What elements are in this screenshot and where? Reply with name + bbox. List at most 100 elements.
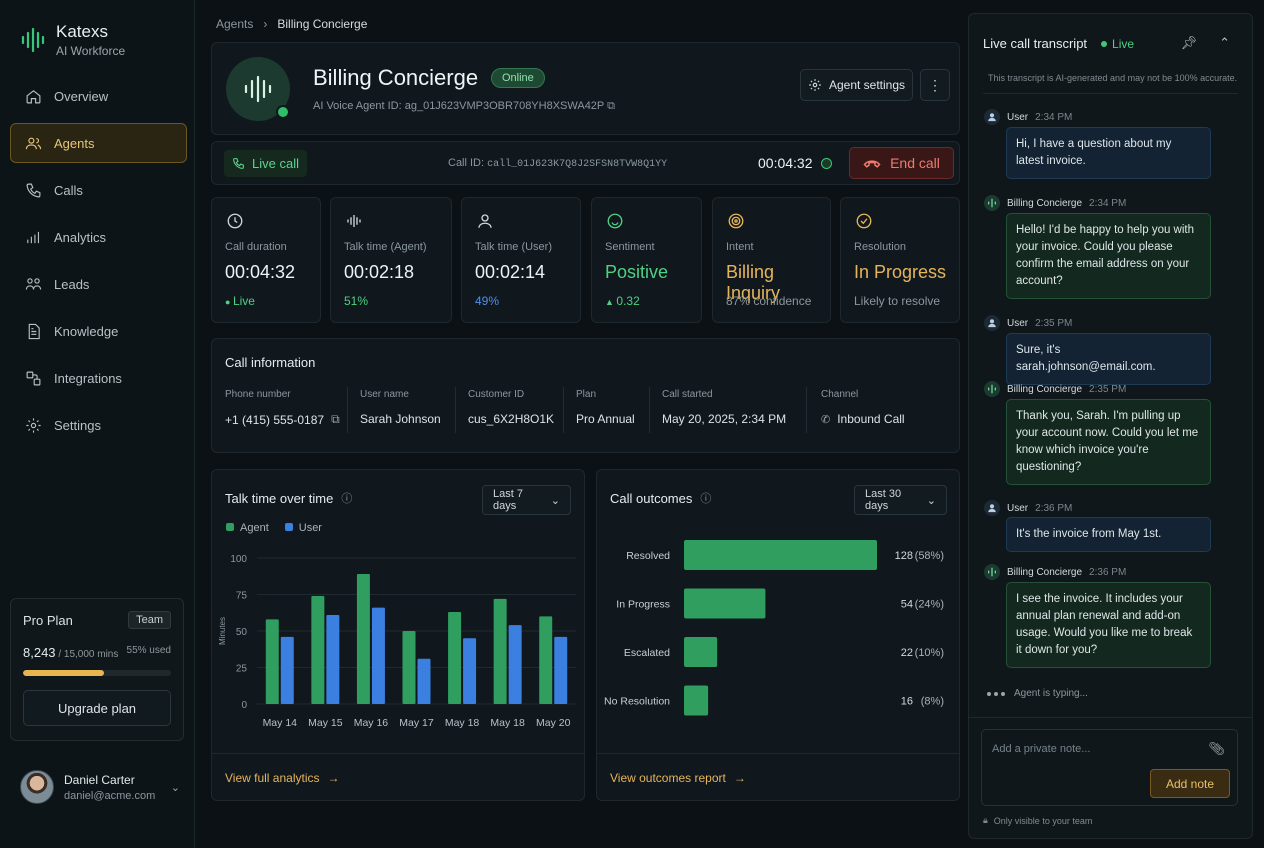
upgrade-plan-button[interactable]: Upgrade plan — [23, 690, 171, 726]
message-header: Billing Concierge 2:36 PM — [984, 564, 1126, 580]
chevron-up-icon[interactable]: ⌃ — [1219, 35, 1230, 50]
divider — [806, 387, 807, 433]
talk-time-title: Talk time over time — [225, 490, 334, 506]
info-field-channel: Channel ✆ Inbound Call — [821, 389, 905, 435]
live-call-label: Live call — [252, 156, 299, 171]
plan-name: Pro Plan — [23, 612, 73, 628]
typing-indicator: Agent is typing... — [987, 688, 1088, 699]
note-visibility-label: Only visible to your team — [993, 815, 1093, 826]
smile-icon — [607, 213, 623, 229]
outcome-percent: (58%) — [915, 550, 944, 562]
live-transcript-panel: Live call transcript Live 📌︎ ⌃ This transc… — [968, 13, 1253, 839]
waveform-logo-icon — [21, 27, 45, 53]
sidebar-item-label: Analytics — [54, 229, 107, 245]
sidebar-item-agents[interactable]: Agents — [10, 123, 187, 163]
outcome-label: Resolved — [626, 550, 670, 562]
lock-icon: 🔒︎ — [983, 815, 988, 825]
bar-agent — [539, 616, 553, 704]
call-timer: 00:04:32 — [758, 155, 813, 171]
talk-range-select[interactable]: Last 7 days ⌄ — [482, 485, 571, 515]
user-menu[interactable]: Daniel Carter daniel@acme.com ⌄ — [20, 770, 180, 804]
call-information-title: Call information — [225, 355, 316, 370]
add-note-button[interactable]: Add note — [1150, 769, 1230, 798]
message-time: 2:35 PM — [1035, 317, 1073, 329]
stat-subtext-value: 87% confidence — [726, 294, 812, 308]
info-icon[interactable]: ⓘ — [341, 493, 353, 505]
outcome-percent: (10%) — [915, 647, 944, 659]
stat-subtext-value: Likely to resolve — [854, 294, 941, 308]
outcomes-range-select[interactable]: Last 30 days ⌄ — [854, 485, 947, 515]
view-outcomes-report-link[interactable]: View outcomes report → — [610, 771, 746, 785]
stat-subtext: ● Live — [225, 294, 255, 308]
view-full-analytics-link[interactable]: View full analytics → — [225, 771, 340, 785]
leads-icon — [25, 277, 42, 290]
attachment-icon[interactable]: 📎︎ — [1208, 741, 1225, 756]
stat-value: In Progress — [854, 262, 947, 282]
agent-settings-label: Agent settings — [828, 78, 906, 92]
agent-settings-button[interactable]: Agent settings — [800, 69, 913, 101]
info-field-value: May 20, 2025, 2:34 PM — [662, 412, 786, 426]
info-field-user-name: User name Sarah Johnson — [360, 389, 441, 435]
sidebar-item-analytics[interactable]: Analytics — [10, 217, 187, 257]
bar-user — [417, 658, 431, 704]
outcome-bar — [684, 588, 766, 619]
sidebar-item-integrations[interactable]: Integrations — [10, 358, 187, 398]
legend-user: User — [284, 522, 322, 534]
sidebar-item-leads[interactable]: Leads — [10, 264, 187, 304]
outcome-bar — [684, 540, 877, 570]
message-bubble: Sure, it's sarah.johnson@email.com. — [1006, 333, 1211, 385]
outcomes-range-value: Last 30 days — [865, 488, 902, 512]
breadcrumb-agents[interactable]: Agents — [216, 17, 254, 31]
info-field-call-started: Call started May 20, 2025, 2:34 PM — [662, 389, 786, 435]
info-field-value-text: Sarah Johnson — [360, 412, 441, 426]
user-avatar-icon — [984, 315, 1000, 331]
brand-logo[interactable]: Katexs AI Workforce — [20, 22, 125, 58]
sidebar-item-overview[interactable]: Overview — [10, 76, 187, 116]
info-icon[interactable]: ⓘ — [700, 493, 712, 505]
message-header: User 2:34 PM — [984, 109, 1072, 125]
end-call-button[interactable]: End call — [849, 147, 954, 179]
bar-user — [554, 636, 568, 704]
copy-icon[interactable]: ⧉ — [607, 100, 615, 112]
bar-agent — [448, 612, 462, 704]
usage-percent: 55% used — [126, 645, 171, 656]
private-note-field[interactable]: Add a private note... 📎︎ Add note — [981, 729, 1238, 806]
sidebar-item-settings[interactable]: Settings — [10, 405, 187, 445]
divider — [563, 387, 564, 433]
bar-agent — [402, 631, 416, 704]
chart-legend: Agent User — [226, 522, 322, 534]
waveform-icon — [244, 75, 272, 103]
outcome-value: 16 — [901, 696, 913, 708]
message-sender: Billing Concierge — [1007, 383, 1083, 395]
plan-tier-badge: Team — [128, 611, 171, 629]
stat-card-call-duration: Call duration 00:04:32 ● Live — [211, 197, 321, 323]
sidebar-item-knowledge[interactable]: Knowledge — [10, 311, 187, 351]
typing-label: Agent is typing... — [1014, 688, 1088, 699]
y-tick-label: 25 — [236, 664, 248, 675]
more-options-button[interactable]: ⋮ — [920, 69, 950, 101]
plan-card: Pro Plan Team 8,243 / 15,000 mins 55% used… — [10, 598, 184, 741]
stat-value: Positive — [605, 262, 669, 282]
sidebar-nav: Overview Agents Calls Analytics Leads Knowled… — [10, 76, 187, 452]
sidebar-item-calls[interactable]: Calls — [10, 170, 187, 210]
chevron-right-icon: › — [263, 17, 268, 31]
call-id: Call ID: call_01J623K7Q8J2SFSN8TVW8Q1YY — [448, 157, 667, 170]
info-field-value: cus_6X2H8O1K — [468, 412, 554, 426]
home-icon — [26, 89, 41, 103]
end-call-label: End call — [890, 155, 940, 171]
agent-avatar — [226, 57, 290, 121]
agent-name: Billing Concierge — [313, 65, 479, 90]
y-tick-label: 75 — [236, 591, 248, 602]
stat-subtext: Likely to resolve — [854, 294, 940, 308]
chevron-down-icon: ⌄ — [550, 494, 560, 507]
transcript-disclaimer: This transcript is AI-generated and may … — [988, 73, 1238, 83]
clock-icon — [227, 213, 243, 229]
chevron-down-icon[interactable]: ⌄ — [170, 781, 180, 794]
pin-icon[interactable]: 📌︎ — [1180, 35, 1198, 50]
agent-avatar-icon — [984, 564, 1000, 580]
info-field-label: Channel — [821, 389, 859, 400]
stat-subtext: 87% confidence — [726, 294, 811, 308]
copy-icon[interactable]: ⧉ — [331, 412, 340, 426]
agent-id: AI Voice Agent ID: ag_01J623VMP3OBR708YH… — [313, 100, 615, 113]
y-axis-label: Minutes — [218, 617, 227, 645]
